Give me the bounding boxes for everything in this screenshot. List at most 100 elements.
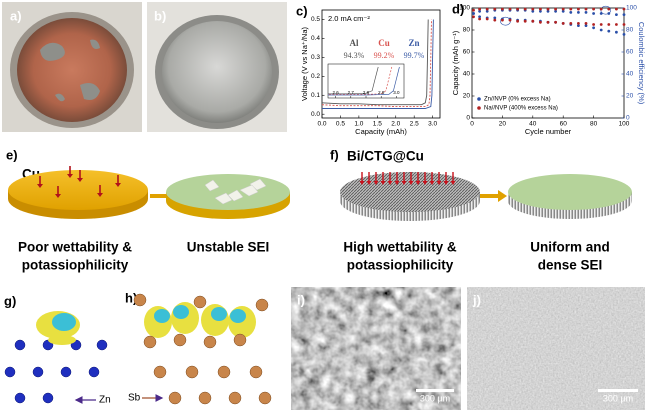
sb-atom	[143, 335, 157, 349]
y2-tick-label: 100	[626, 5, 637, 12]
y2-tick-label: 0	[626, 115, 630, 122]
data-point	[523, 19, 527, 23]
sei-fragment	[214, 192, 233, 205]
data-point	[472, 12, 475, 15]
x-tick-label: 0	[470, 121, 474, 128]
x-tick-label: 40	[529, 121, 537, 128]
zn-atom	[14, 339, 26, 351]
y-tick-label: 60	[463, 49, 471, 56]
data-point	[554, 7, 557, 11]
data-point	[569, 11, 573, 14]
sei-fragment	[204, 179, 220, 192]
orbital-cyan	[211, 307, 227, 321]
sei-fragment	[227, 189, 244, 202]
panel-label: i)	[297, 292, 305, 307]
data-point	[592, 23, 595, 26]
data-point	[501, 18, 504, 22]
orbital-cyan	[154, 309, 170, 323]
data-point	[622, 7, 626, 11]
disk-top	[340, 172, 480, 212]
y-tick-label: 40	[463, 71, 471, 78]
panel-label: e)	[6, 147, 18, 162]
x-tick-label: 3.0	[428, 121, 437, 128]
data-point	[561, 7, 565, 11]
y-tick-label: 0.2	[311, 73, 320, 80]
data-point	[546, 7, 550, 11]
data-point	[577, 11, 580, 14]
data-point	[501, 7, 504, 11]
panel-label: b)	[154, 8, 166, 23]
data-point	[615, 23, 618, 26]
data-point	[554, 20, 557, 24]
ion-arrow-head	[97, 193, 103, 197]
scale-bar-label: 300 µm	[420, 393, 450, 403]
orbital-cyan	[52, 313, 76, 331]
sb-atom	[249, 365, 263, 379]
series-line	[328, 66, 400, 96]
data-point	[485, 7, 489, 11]
y2-axis-label: Coulombic efficiency (%)	[637, 22, 646, 105]
ion-arrow-head	[380, 181, 386, 185]
y-tick-label: 0.0	[311, 111, 320, 118]
data-point	[561, 22, 565, 25]
data-point	[554, 9, 557, 13]
y-tick-label: 0.3	[311, 54, 320, 61]
data-point	[599, 12, 603, 15]
ion-arrow-head	[37, 184, 43, 188]
y-tick-label: 100	[459, 5, 470, 12]
sb-atom	[153, 365, 167, 379]
x-tick-label: 0.5	[336, 121, 345, 128]
data-point	[546, 20, 550, 24]
ion-arrow-head	[373, 181, 379, 185]
data-point	[478, 15, 481, 19]
data-point	[607, 29, 611, 33]
y-tick-label: 0.4	[311, 35, 320, 42]
data-point	[493, 7, 497, 11]
ion-arrow-head	[415, 181, 421, 185]
sb-atom	[228, 391, 242, 405]
inset-tick-label: 2.8	[363, 90, 370, 95]
data-point	[592, 26, 595, 30]
ion-arrow-head	[115, 183, 121, 187]
disk-top	[166, 174, 290, 210]
zn-atom	[60, 366, 72, 378]
panel-label: c)	[296, 3, 308, 18]
ion-arrow-head	[394, 181, 400, 185]
x-tick-label: 1.0	[354, 121, 363, 128]
sb-atom	[203, 335, 217, 349]
orbital-cyan	[230, 309, 246, 323]
data-point	[569, 22, 573, 25]
panel-label: a)	[10, 8, 22, 23]
ion-arrow-head	[443, 181, 449, 185]
x-tick-label: 0.0	[317, 121, 326, 128]
y-axis-label: Voltage (V vs Na⁺/Na)	[300, 27, 309, 101]
data-point	[485, 9, 489, 13]
legend-marker	[477, 106, 481, 110]
data-point	[516, 19, 519, 23]
data-point	[584, 11, 588, 14]
series-line	[321, 19, 429, 106]
panel-label: j)	[472, 292, 481, 307]
scale-bar	[416, 389, 454, 392]
data-point	[493, 16, 497, 20]
efficiency-label: 99.2%	[374, 51, 395, 60]
sb-atom	[198, 391, 212, 405]
data-point	[622, 33, 626, 36]
series-line	[321, 19, 432, 108]
inset-tick-label: 2.7	[348, 90, 355, 95]
x-axis-label: Capacity (mAh)	[355, 127, 407, 136]
y-tick-label: 80	[463, 27, 471, 34]
zn-atom	[88, 366, 100, 378]
data-point	[531, 7, 535, 11]
data-point	[569, 7, 573, 11]
data-point	[472, 15, 475, 19]
sb-atom	[258, 391, 272, 405]
annotation: 2.0 mA cm⁻²	[328, 14, 370, 23]
y-tick-label: 0.5	[311, 16, 320, 23]
data-point	[508, 7, 512, 11]
x-tick-label: 20	[499, 121, 507, 128]
data-point	[539, 7, 542, 11]
data-point	[539, 20, 542, 24]
zn-atom	[96, 339, 108, 351]
